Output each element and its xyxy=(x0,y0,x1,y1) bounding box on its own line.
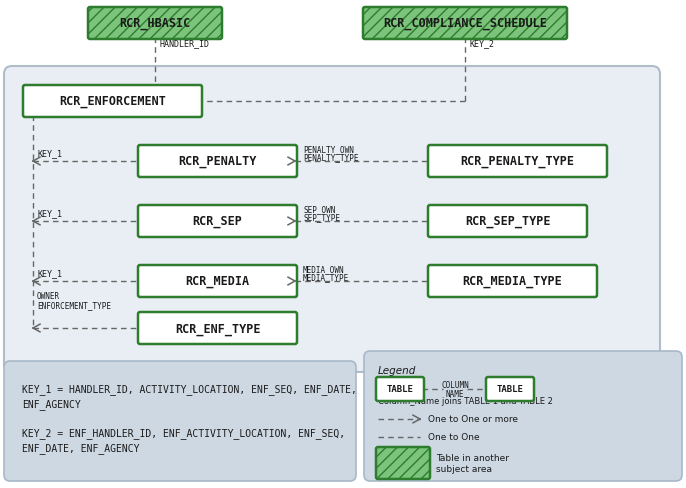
Text: RCR_SEP: RCR_SEP xyxy=(193,215,242,228)
FancyBboxPatch shape xyxy=(363,8,567,40)
FancyBboxPatch shape xyxy=(428,205,587,238)
Text: RCR_ENFORCEMENT: RCR_ENFORCEMENT xyxy=(59,95,166,108)
FancyBboxPatch shape xyxy=(376,447,430,479)
Text: KEY_1: KEY_1 xyxy=(37,149,62,158)
Text: One to One or more: One to One or more xyxy=(428,415,518,424)
FancyBboxPatch shape xyxy=(138,265,297,297)
Text: OWNER: OWNER xyxy=(37,291,60,301)
Text: Column_Name joins TABLE 1 and TABLE 2: Column_Name joins TABLE 1 and TABLE 2 xyxy=(378,396,553,405)
Text: PENALTY_OWN: PENALTY_OWN xyxy=(303,145,354,154)
Text: One to One: One to One xyxy=(428,433,480,442)
FancyBboxPatch shape xyxy=(486,377,534,401)
Text: Table in another
subject area: Table in another subject area xyxy=(436,453,509,473)
FancyBboxPatch shape xyxy=(4,67,660,372)
FancyBboxPatch shape xyxy=(88,8,222,40)
Text: RCR_MEDIA_TYPE: RCR_MEDIA_TYPE xyxy=(462,275,563,288)
Text: RCR_PENALTY: RCR_PENALTY xyxy=(178,155,257,168)
Text: TABLE: TABLE xyxy=(497,385,523,394)
Text: RCR_MEDIA: RCR_MEDIA xyxy=(185,275,250,288)
Text: KEY_1 = HANDLER_ID, ACTIVITY_LOCATION, ENF_SEQ, ENF_DATE,
ENF_AGENCY

KEY_2 = EN: KEY_1 = HANDLER_ID, ACTIVITY_LOCATION, E… xyxy=(22,383,357,453)
Text: RCR_SEP_TYPE: RCR_SEP_TYPE xyxy=(464,215,550,228)
Text: COLUMN
NAME: COLUMN NAME xyxy=(441,380,469,399)
Text: PENALTY_TYPE: PENALTY_TYPE xyxy=(303,153,359,162)
FancyBboxPatch shape xyxy=(428,146,607,178)
FancyBboxPatch shape xyxy=(364,351,682,481)
FancyBboxPatch shape xyxy=(376,377,424,401)
Text: KEY_1: KEY_1 xyxy=(37,208,62,218)
Text: KEY_2: KEY_2 xyxy=(469,39,494,48)
FancyBboxPatch shape xyxy=(138,205,297,238)
Text: KEY_1: KEY_1 xyxy=(37,268,62,278)
FancyBboxPatch shape xyxy=(138,146,297,178)
FancyBboxPatch shape xyxy=(23,86,202,118)
Text: RCR_HBASIC: RCR_HBASIC xyxy=(119,18,191,30)
FancyBboxPatch shape xyxy=(4,361,356,481)
Text: HANDLER_ID: HANDLER_ID xyxy=(159,39,209,48)
Text: RCR_COMPLIANCE_SCHEDULE: RCR_COMPLIANCE_SCHEDULE xyxy=(383,18,547,30)
Text: Legend: Legend xyxy=(378,365,416,375)
Text: MEDIA_TYPE: MEDIA_TYPE xyxy=(303,272,349,282)
Text: TABLE: TABLE xyxy=(387,385,414,394)
Text: SEP_OWN: SEP_OWN xyxy=(303,204,335,214)
Text: ENFORCEMENT_TYPE: ENFORCEMENT_TYPE xyxy=(37,301,111,309)
Text: SEP_TYPE: SEP_TYPE xyxy=(303,213,340,222)
Text: RCR_PENALTY_TYPE: RCR_PENALTY_TYPE xyxy=(460,155,574,168)
Text: RCR_ENF_TYPE: RCR_ENF_TYPE xyxy=(175,322,260,335)
FancyBboxPatch shape xyxy=(138,312,297,345)
FancyBboxPatch shape xyxy=(428,265,597,297)
Text: MEDIA_OWN: MEDIA_OWN xyxy=(303,264,344,273)
